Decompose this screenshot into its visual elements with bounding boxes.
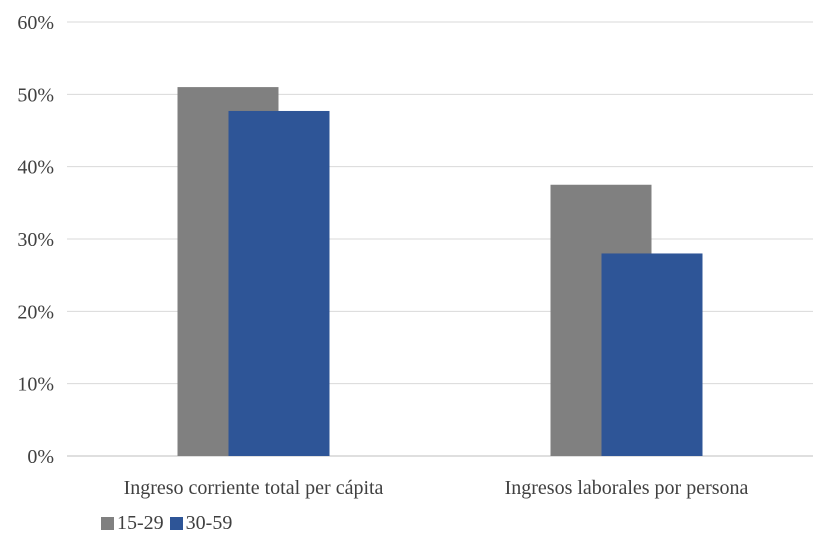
y-tick-label: 30% <box>17 229 54 251</box>
x-axis-category-labels: Ingreso corriente total per cápita Ingres… <box>124 477 749 499</box>
y-axis-tick-labels: 0% 10% 20% 30% 40% 50% 60% <box>17 12 54 468</box>
legend-swatch-15-29 <box>101 517 114 530</box>
legend-label-30-59: 30-59 <box>185 512 233 534</box>
y-tick-label: 60% <box>17 12 54 34</box>
y-tick-label: 20% <box>17 301 54 323</box>
bar-30-59-cat1 <box>601 253 703 456</box>
y-tick-label: 0% <box>27 446 54 468</box>
y-tick-label: 10% <box>17 374 54 396</box>
category-label: Ingresos laborales por persona <box>505 477 749 499</box>
legend: 15-29 30-59 <box>101 512 238 535</box>
legend-item-15-29: 15-29 <box>101 512 164 535</box>
legend-item-30-59: 30-59 <box>169 512 233 535</box>
legend-label-15-29: 15-29 <box>117 512 164 534</box>
category-label: Ingreso corriente total per cápita <box>124 477 384 499</box>
bars <box>177 87 703 456</box>
bar-30-59-cat0 <box>228 110 330 456</box>
y-tick-label: 40% <box>17 157 54 179</box>
legend-swatch-30-59 <box>169 517 183 530</box>
y-tick-label: 50% <box>17 84 54 106</box>
